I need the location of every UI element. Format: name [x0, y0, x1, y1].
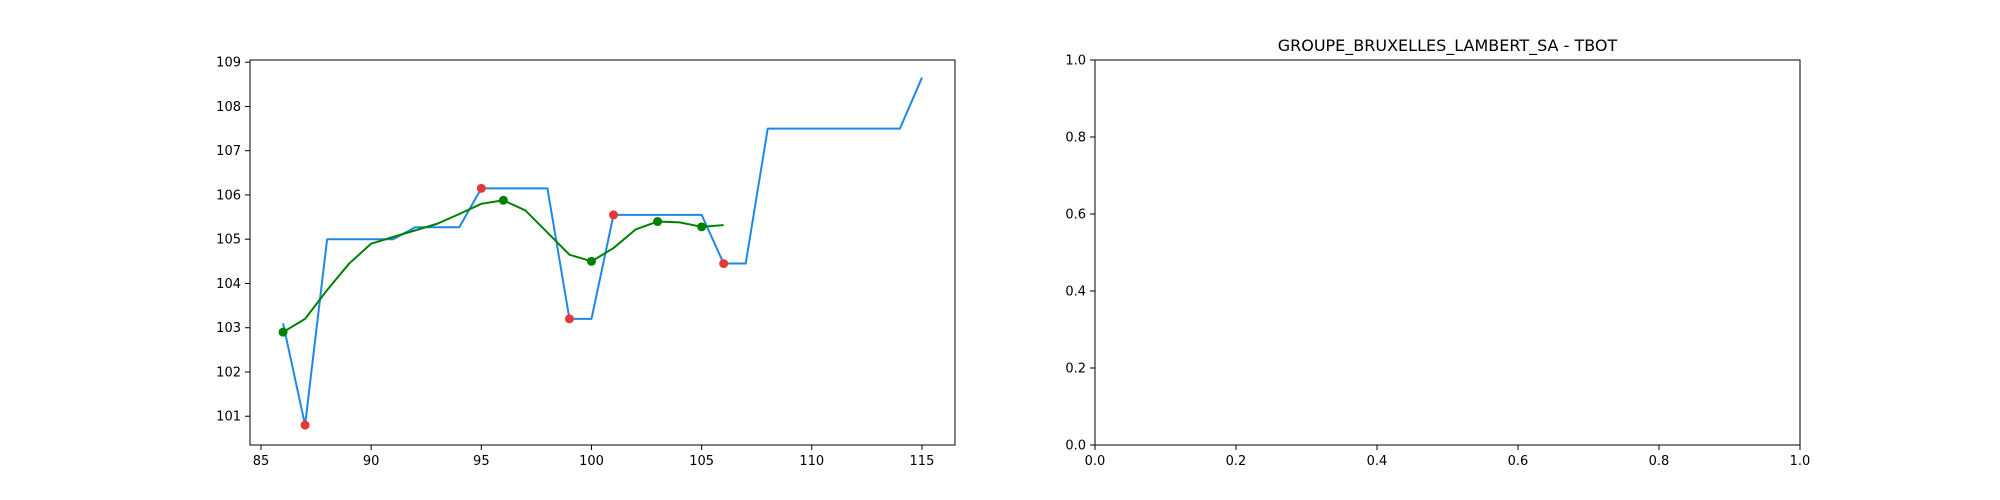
pivot-marker: [278, 327, 288, 337]
empty-chart-x-axis: 0.0 0.2 0.4 0.6 0.8 1.0: [1085, 445, 1811, 469]
x-tick-label: 105: [689, 454, 714, 469]
y-tick-label: 105: [216, 233, 241, 248]
x-tick-label: 115: [910, 454, 935, 469]
y-tick-label: 107: [216, 144, 241, 159]
price-chart-plot-area: [278, 77, 923, 430]
pivot-marker: [586, 256, 596, 266]
y-tick-label: 1.0: [1065, 54, 1086, 69]
pivot-marker: [653, 217, 663, 227]
x-tick-label: 0.8: [1649, 454, 1670, 469]
price-chart-frame: [249, 59, 956, 446]
x-tick-label: 100: [579, 454, 604, 469]
low-marker: [476, 183, 486, 193]
y-tick-label: 108: [216, 100, 241, 115]
x-tick-label: 90: [363, 454, 380, 469]
price-chart-x-axis: 85 90 95 100 105 110 115: [253, 445, 935, 469]
low-marker: [564, 314, 574, 324]
x-tick-label: 95: [473, 454, 490, 469]
y-tick-label: 0.8: [1065, 131, 1086, 146]
price-line: [282, 77, 923, 427]
price-chart-y-axis: 101 102 103 104 105 106 107 108 109: [216, 56, 250, 425]
y-tick-label: 101: [216, 410, 241, 425]
y-tick-label: 0.6: [1065, 208, 1086, 223]
x-tick-label: 0.6: [1508, 454, 1529, 469]
y-tick-label: 102: [216, 365, 241, 380]
y-tick-label: 109: [216, 56, 241, 71]
low-marker: [609, 210, 619, 220]
y-tick-label: 103: [216, 321, 241, 336]
y-tick-label: 106: [216, 188, 241, 203]
pivot-marker: [697, 222, 707, 232]
y-tick-label: 0.2: [1065, 362, 1086, 377]
empty-chart-y-axis: 0.0 0.2 0.4 0.6 0.8 1.0: [1065, 54, 1095, 454]
low-marker: [300, 420, 310, 430]
empty-chart: 0.0 0.2 0.4 0.6 0.8 1.0 0.0 0.2 0.4 0.6 0.8 1.0 GR…: [1065, 36, 1810, 469]
x-tick-label: 1.0: [1790, 454, 1811, 469]
pivot-marker: [498, 195, 508, 205]
x-tick-label: 0.0: [1085, 454, 1106, 469]
y-tick-label: 104: [216, 277, 241, 292]
y-tick-label: 0.4: [1065, 285, 1086, 300]
empty-chart-frame: [1094, 59, 1801, 446]
price-chart: 85 90 95 100 105 110 115 101 102 103 104 105 106 107…: [216, 56, 956, 469]
x-tick-label: 0.2: [1226, 454, 1247, 469]
x-tick-label: 110: [799, 454, 824, 469]
x-tick-label: 0.4: [1367, 454, 1388, 469]
low-marker: [719, 259, 729, 269]
empty-chart-title: GROUPE_BRUXELLES_LAMBERT_SA - TBOT: [1278, 36, 1618, 56]
y-tick-label: 0.0: [1065, 439, 1086, 454]
x-tick-label: 85: [253, 454, 270, 469]
